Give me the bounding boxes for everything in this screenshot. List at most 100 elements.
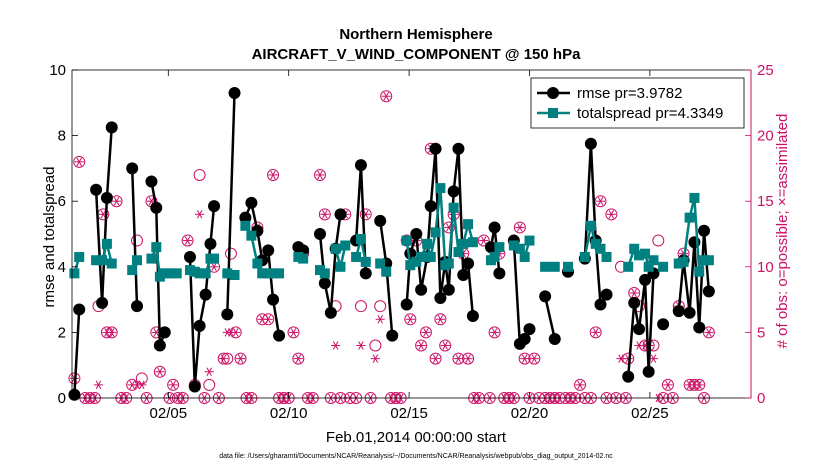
obs-assimilated-point [575,380,585,390]
spread-point [648,255,659,266]
spread-point [74,251,85,262]
rmse-point [639,273,652,286]
y-tick-label: 2 [58,324,66,341]
spread-point [585,220,596,231]
rmse-point [488,221,501,234]
y-axis-label: rmse and totalspread [41,167,58,308]
obs-assimilated-point [370,354,380,363]
obs-possible-point [354,300,367,313]
y-tick-label: 0 [58,390,66,407]
rmse-line [226,92,236,315]
rmse-point [442,283,455,296]
y2-tick-label: 25 [757,62,774,79]
spread-point [563,261,574,272]
rmse-point [208,200,221,213]
rmse-point [457,269,470,281]
obs-possible-point [153,365,166,378]
obs-assimilated-point [440,341,450,350]
spread-point [200,268,211,279]
rmse-line [626,273,655,377]
obs-possible-point [287,326,300,339]
obs-possible-point [292,352,305,365]
rmse-point [434,291,447,304]
obs-possible-point [589,326,602,339]
spread-point [405,260,416,271]
x-tick-label: 02/10 [270,405,308,422]
rmse-point [193,319,206,332]
rmse-line [188,206,216,388]
spread-point [658,261,669,272]
obs-assimilated-point [529,354,539,363]
rmse-point [415,283,428,296]
rmse-point [466,310,479,322]
obs-possible-point [203,378,216,391]
rmse-point [698,224,711,237]
spread-point [416,251,427,262]
chart-subtitle: AIRCRAFT_V_WIND_COMPONENT @ 150 hPa [252,46,582,63]
spread-point [678,256,689,267]
spread-point [274,268,285,279]
spread-point [489,251,500,262]
rmse-point [657,318,670,331]
spread-point [689,192,700,203]
rmse-point [239,211,252,224]
spread-point [519,251,530,262]
rmse-point [493,267,506,280]
rmse-point [150,201,163,214]
obs-possible-point [359,208,372,221]
spread-point [222,268,233,279]
obs-possible-point [181,234,194,247]
obs-possible-point [477,234,490,247]
obs-assimilated-point [704,328,714,337]
spread-point [240,220,251,231]
obs-assimilated-point [235,354,246,363]
obs-assimilated-point [520,354,530,363]
obs-assimilated-point [356,341,366,350]
obs-assimilated-point [515,223,525,232]
rmse-point [523,323,536,336]
rmse-point [702,285,715,298]
obs-assimilated-point [405,315,415,324]
rmse-point [518,332,531,345]
obs-possible-point [434,313,447,326]
obs-assimilated-point [231,328,241,337]
obs-possible-point [131,234,144,247]
y-tick-label: 6 [58,193,66,210]
spread-point [319,268,330,279]
spread-point [448,202,459,213]
obs-assimilated-point [629,288,639,298]
spread-point [467,237,478,248]
obs-possible-point [234,352,247,365]
spread-point [463,219,474,230]
obs-assimilated-point [331,341,341,350]
obs-possible-point [702,326,715,339]
rmse-point [633,323,646,336]
spread-point [430,227,441,238]
y2-tick-label: 0 [757,390,765,407]
rmse-point [100,191,113,204]
rmse-point [314,228,327,240]
y2-axis-label: # of obs: o=possible; ×=assimilated [774,114,791,349]
y2-tick-label: 15 [757,193,774,210]
spread-point [623,261,634,272]
obs-assimilated-point [268,170,278,180]
spread-point [634,250,645,261]
rmse-line [543,296,556,340]
rmse-point [354,159,367,172]
rmse-point [183,250,196,263]
obs-assimilated-point [111,196,122,206]
x-tick-label: 02/05 [150,405,188,422]
x-tick-label: 02/25 [631,405,669,422]
obs-assimilated-point [182,236,193,245]
obs-possible-point [605,208,618,221]
rmse-line [130,168,139,307]
legend-spread-label: totalspread pr=4.3349 [577,105,723,122]
obs-possible-point [488,326,501,339]
obs-assimilated-point [263,315,273,324]
rmse-point [199,288,212,301]
rmse-point [622,370,635,383]
x-tick-label: 02/20 [511,405,549,422]
rmse-point [672,305,685,318]
rmse-point [105,121,118,134]
spread-point [381,266,392,277]
